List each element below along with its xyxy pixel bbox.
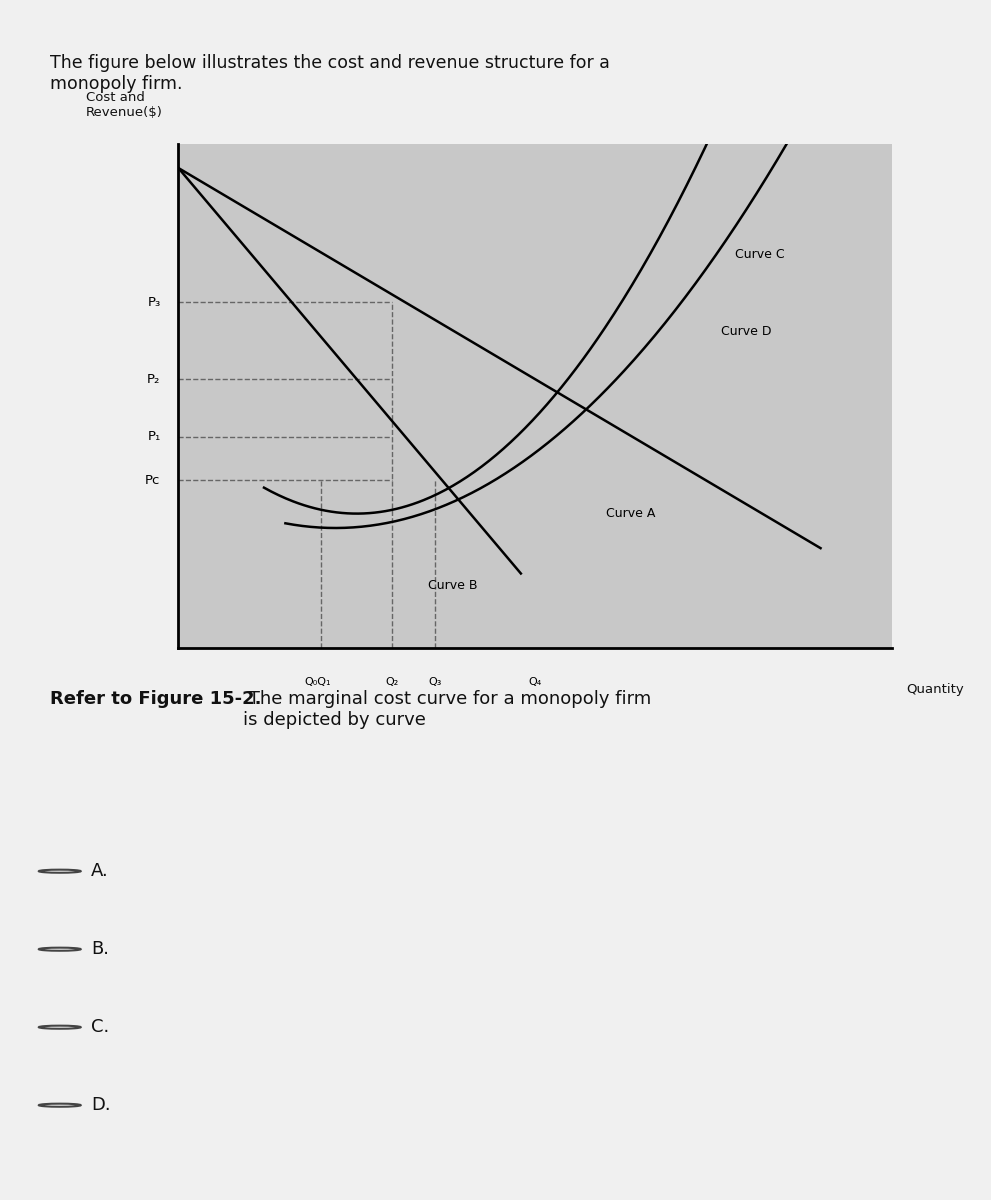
Text: Curve C: Curve C bbox=[735, 248, 785, 260]
Text: Curve B: Curve B bbox=[428, 580, 478, 592]
Text: The figure below illustrates the cost and revenue structure for a
monopoly firm.: The figure below illustrates the cost an… bbox=[50, 54, 609, 92]
Circle shape bbox=[39, 1026, 80, 1028]
Text: Q₃: Q₃ bbox=[428, 677, 442, 686]
Text: Refer to Figure 15-2.: Refer to Figure 15-2. bbox=[50, 690, 261, 708]
Text: P₂: P₂ bbox=[148, 373, 161, 385]
Text: Q₂: Q₂ bbox=[385, 677, 399, 686]
Text: D.: D. bbox=[91, 1097, 111, 1114]
Text: C.: C. bbox=[91, 1018, 109, 1036]
Text: B.: B. bbox=[91, 941, 109, 958]
Circle shape bbox=[39, 870, 80, 872]
Text: P₁: P₁ bbox=[148, 431, 161, 443]
Text: Q₄: Q₄ bbox=[528, 677, 542, 686]
Text: Q₀Q₁: Q₀Q₁ bbox=[304, 677, 331, 686]
Text: Curve A: Curve A bbox=[606, 508, 656, 520]
Text: Pc: Pc bbox=[145, 474, 161, 486]
Circle shape bbox=[39, 1104, 80, 1106]
Text: P₃: P₃ bbox=[148, 296, 161, 308]
Text: Quantity: Quantity bbox=[906, 683, 964, 696]
Text: Cost and
Revenue($): Cost and Revenue($) bbox=[85, 91, 163, 119]
Text: Curve D: Curve D bbox=[720, 325, 771, 337]
Text: The marginal cost curve for a monopoly firm
is depicted by curve: The marginal cost curve for a monopoly f… bbox=[243, 690, 651, 728]
Circle shape bbox=[39, 948, 80, 950]
Text: A.: A. bbox=[91, 862, 109, 881]
